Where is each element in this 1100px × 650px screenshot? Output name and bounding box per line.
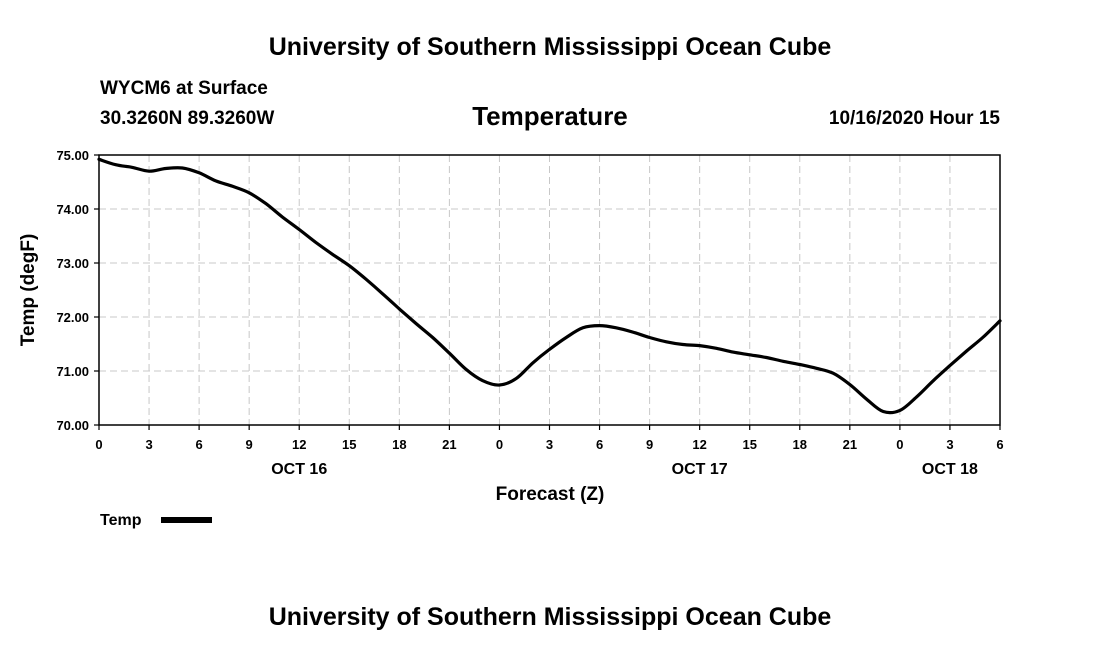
page-title: University of Southern Mississippi Ocean…: [269, 33, 832, 61]
y-axis-ticks: 70.00 71.00 72.00 73.00 74.00 75.00: [56, 148, 99, 433]
x-tick-label: 6: [996, 437, 1003, 452]
footer-title: University of Southern Mississippi Ocean…: [269, 603, 832, 631]
date-label: OCT 18: [922, 461, 978, 478]
date-label: OCT 17: [672, 461, 728, 478]
x-tick-label: 15: [342, 437, 356, 452]
x-axis-ticks: 0 3 6 9 12 15 18 21 0 3 6 9 12 15 18 21 0 3 6: [95, 425, 1004, 452]
series-layer: [97, 157, 1002, 415]
x-tick-label: 21: [442, 437, 456, 452]
x-tick-label: 12: [292, 437, 306, 452]
date-label: OCT 16: [271, 461, 327, 478]
x-tick-label: 6: [596, 437, 603, 452]
x-tick-label: 3: [546, 437, 553, 452]
x-tick-label: 15: [742, 437, 756, 452]
x-tick-label: 18: [392, 437, 406, 452]
y-axis-label: Temp (degF): [18, 234, 39, 347]
grid: [99, 155, 1000, 425]
legend-label: Temp: [100, 512, 142, 529]
x-axis-label: Forecast (Z): [496, 484, 605, 505]
y-tick-label: 74.00: [56, 202, 89, 217]
x-tick-label: 0: [896, 437, 903, 452]
x-tick-label: 18: [793, 437, 807, 452]
location-label: 30.3260N 89.3260W: [100, 108, 274, 129]
y-tick-label: 71.00: [56, 364, 89, 379]
x-tick-label: 21: [843, 437, 857, 452]
chart-title: Temperature: [472, 101, 628, 131]
series-line-temp: [97, 157, 1002, 415]
date-labels: OCT 16 OCT 17 OCT 18: [271, 461, 978, 478]
x-tick-label: 0: [95, 437, 102, 452]
x-tick-label: 6: [195, 437, 202, 452]
station-label: WYCM6 at Surface: [100, 78, 268, 99]
forecast-datetime: 10/16/2020 Hour 15: [829, 108, 1001, 129]
x-tick-label: 12: [692, 437, 706, 452]
y-tick-label: 72.00: [56, 310, 89, 325]
x-tick-label: 3: [946, 437, 953, 452]
y-tick-label: 73.00: [56, 256, 89, 271]
x-tick-label: 9: [246, 437, 253, 452]
x-tick-label: 3: [145, 437, 152, 452]
x-tick-label: 9: [646, 437, 653, 452]
y-tick-label: 70.00: [56, 418, 89, 433]
y-tick-label: 75.00: [56, 148, 89, 163]
x-tick-label: 0: [496, 437, 503, 452]
